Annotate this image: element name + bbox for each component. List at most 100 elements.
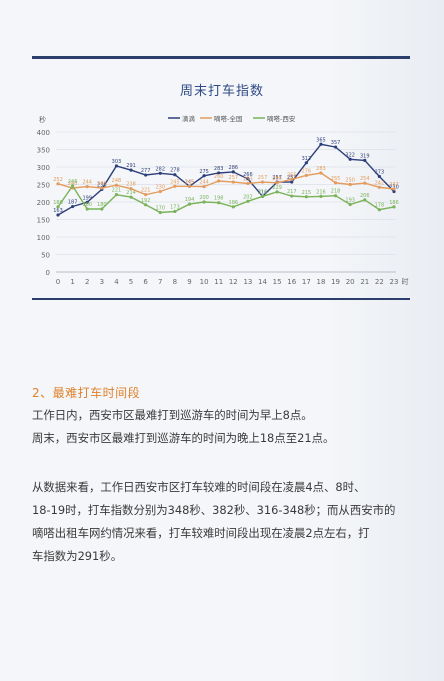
data-label: 365 xyxy=(316,137,326,143)
data-label: 218 xyxy=(331,189,341,195)
data-point xyxy=(260,180,265,184)
data-point xyxy=(114,164,119,168)
data-point xyxy=(246,177,250,181)
y-tick-label: 150 xyxy=(37,217,50,225)
data-point xyxy=(231,205,235,209)
data-point xyxy=(217,179,221,183)
data-point xyxy=(304,195,308,199)
data-label: 237 xyxy=(389,182,399,188)
data-label: 252 xyxy=(53,177,63,183)
data-label: 178 xyxy=(375,203,385,209)
data-label: 282 xyxy=(155,166,165,172)
data-label: 193 xyxy=(345,197,355,203)
data-point xyxy=(187,202,192,206)
series-line xyxy=(57,143,395,216)
data-point xyxy=(275,190,279,194)
data-point xyxy=(173,209,177,214)
data-point xyxy=(377,174,381,179)
x-tick-label: 5 xyxy=(129,278,133,286)
data-label: 180 xyxy=(82,202,92,208)
background-shade xyxy=(324,0,444,681)
data-label: 322 xyxy=(345,152,355,158)
data-point xyxy=(158,171,162,175)
data-label: 240 xyxy=(97,181,107,187)
data-label: 255 xyxy=(331,176,341,182)
x-tick-label: 8 xyxy=(173,278,177,286)
legend: 滴滴 嘀嗒-全国 嘀嗒-西安 xyxy=(168,114,296,123)
data-label: 202 xyxy=(243,194,253,200)
data-point xyxy=(85,207,89,211)
data-label: 283 xyxy=(316,166,326,172)
data-point xyxy=(144,203,148,207)
paragraph-1: 工作日内，西安市区最难打到巡游车的时间为早上8点。 周末，西安市区最难打到巡游车… xyxy=(32,404,416,450)
top-rule xyxy=(32,56,410,59)
y-tick-label: 300 xyxy=(37,164,50,172)
y-axis-label: 秒 xyxy=(39,115,46,124)
data-label: 245 xyxy=(185,179,195,185)
data-label: 186 xyxy=(229,200,239,206)
data-label: 277 xyxy=(141,168,151,174)
data-label: 214 xyxy=(126,190,136,196)
data-point xyxy=(202,200,206,204)
y-tick-label: 50 xyxy=(41,252,50,260)
data-point xyxy=(231,180,235,184)
data-point xyxy=(100,207,104,211)
legend-label: 嘀嗒-西安 xyxy=(267,114,296,123)
data-label: 273 xyxy=(375,169,385,175)
data-point xyxy=(71,184,75,188)
data-point xyxy=(202,185,206,189)
data-point xyxy=(392,205,396,209)
data-point xyxy=(85,185,89,189)
data-point xyxy=(56,213,60,217)
data-label: 257 xyxy=(258,175,268,181)
data-point xyxy=(246,181,250,186)
y-tick-label: 0 xyxy=(46,269,50,277)
x-tick-label: 13 xyxy=(243,278,252,286)
x-tick-label: 14 xyxy=(258,278,267,286)
series-line xyxy=(57,184,395,214)
data-point xyxy=(246,199,250,203)
data-label: 198 xyxy=(214,196,224,202)
data-label: 276 xyxy=(302,168,312,174)
section-heading: 2、最难打车时间段 xyxy=(32,386,141,400)
data-point xyxy=(71,204,75,209)
paragraph-2: 从数据来看，工作日西安市区打车较难的时间段在凌晨4点、8时、 18-19时，打车… xyxy=(32,476,416,568)
data-label: 180 xyxy=(97,202,107,208)
data-label: 216 xyxy=(316,189,326,195)
data-label: 200 xyxy=(199,195,209,201)
data-label: 242 xyxy=(375,180,385,186)
data-point xyxy=(304,161,308,165)
data-point xyxy=(333,181,338,185)
data-point xyxy=(290,194,294,198)
data-point xyxy=(319,142,323,146)
data-label: 303 xyxy=(112,159,122,165)
legend-label: 嘀嗒-全国 xyxy=(214,114,242,123)
x-tick-label: 19 xyxy=(331,278,340,286)
data-label: 245 xyxy=(185,179,195,185)
data-point xyxy=(173,173,177,177)
data-label: 286 xyxy=(229,165,239,171)
data-label: 229 xyxy=(272,185,282,191)
data-label: 357 xyxy=(331,140,341,146)
paragraph-line: 工作日内，西安市区最难打到巡游车的时间为早上8点。 xyxy=(32,408,313,422)
y-tick-label: 200 xyxy=(37,199,50,207)
x-tick-label: 6 xyxy=(143,278,148,286)
data-point xyxy=(158,189,162,194)
data-label: 238 xyxy=(126,182,136,188)
x-tick-label: 11 xyxy=(214,278,223,286)
data-point xyxy=(114,193,119,197)
data-point xyxy=(187,184,192,188)
data-label: 186 xyxy=(389,200,399,206)
x-tick-label: 18 xyxy=(316,278,325,286)
data-label: 244 xyxy=(82,180,92,186)
paragraph-line: 车指数为291秒。 xyxy=(32,549,123,563)
data-point xyxy=(290,177,294,181)
data-label: 215 xyxy=(302,190,312,196)
data-label: 291 xyxy=(126,163,136,169)
x-tick-label: 10 xyxy=(200,278,209,286)
data-label: 216 xyxy=(258,189,268,195)
data-label: 170 xyxy=(155,206,165,212)
data-label: 260 xyxy=(214,174,224,180)
data-point xyxy=(231,170,235,174)
